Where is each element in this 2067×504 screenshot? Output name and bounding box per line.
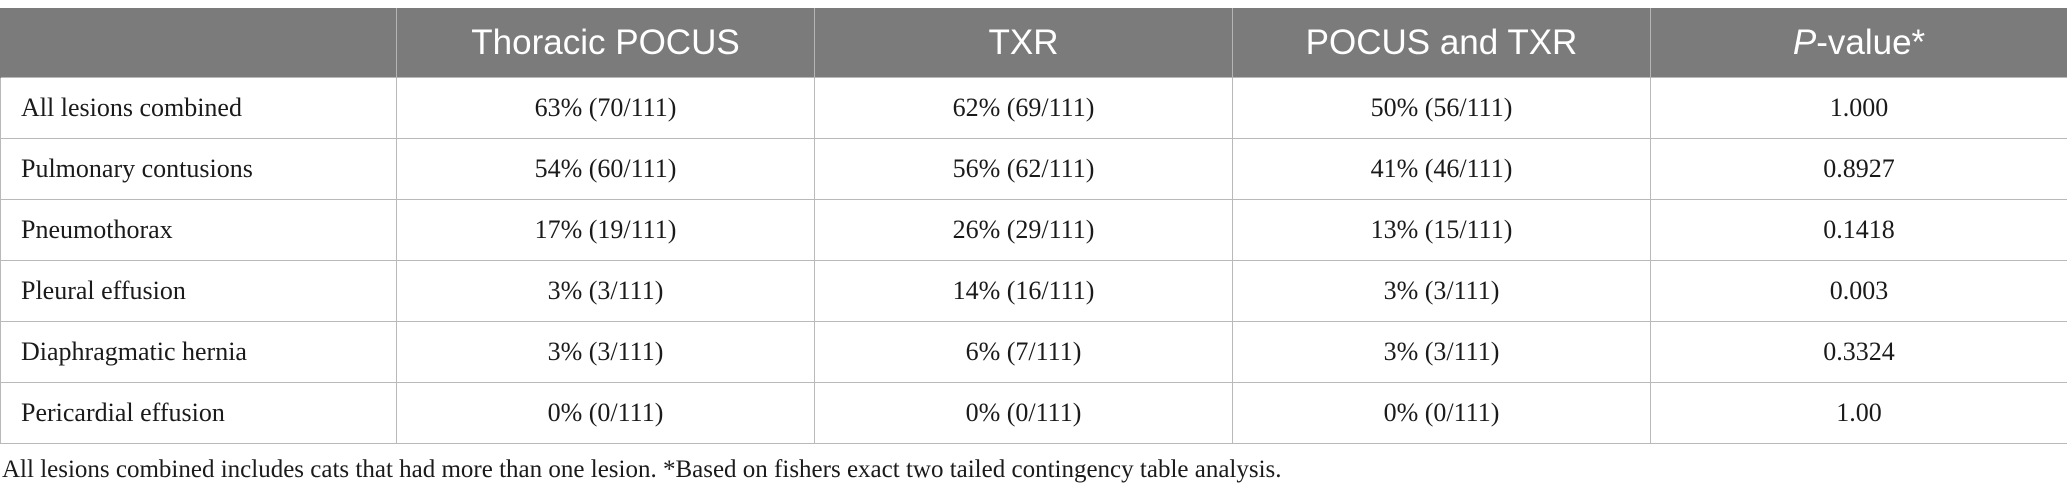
cell-txr: 56% (62/111) — [814, 138, 1233, 200]
row-label: Diaphragmatic hernia — [0, 321, 397, 383]
cell-thoracic-pocus: 3% (3/111) — [396, 260, 815, 322]
cell-pocus-and-txr: 50% (56/111) — [1232, 77, 1651, 139]
cell-pocus-and-txr: 3% (3/111) — [1232, 321, 1651, 383]
cell-pocus-and-txr: 13% (15/111) — [1232, 199, 1651, 261]
table-body: All lesions combined 63% (70/111) 62% (6… — [0, 77, 2067, 444]
cell-thoracic-pocus: 0% (0/111) — [396, 382, 815, 444]
results-table-container: Thoracic POCUS TXR POCUS and TXR P-value… — [0, 8, 2067, 444]
header-cell-p-value: P-value* — [1650, 8, 2067, 78]
cell-thoracic-pocus: 63% (70/111) — [396, 77, 815, 139]
cell-pocus-and-txr: 0% (0/111) — [1232, 382, 1651, 444]
header-cell-txr: TXR — [814, 8, 1233, 78]
cell-pocus-and-txr: 41% (46/111) — [1232, 138, 1651, 200]
cell-p-value: 0.3324 — [1650, 321, 2067, 383]
table-header: Thoracic POCUS TXR POCUS and TXR P-value… — [0, 8, 2067, 78]
p-value-label-rest: -value* — [1816, 22, 1926, 62]
cell-pocus-and-txr: 3% (3/111) — [1232, 260, 1651, 322]
cell-p-value: 0.1418 — [1650, 199, 2067, 261]
cell-p-value: 1.00 — [1650, 382, 2067, 444]
row-label: Pleural effusion — [0, 260, 397, 322]
cell-thoracic-pocus: 17% (19/111) — [396, 199, 815, 261]
table-row: Pulmonary contusions 54% (60/111) 56% (6… — [0, 138, 2067, 200]
cell-p-value: 0.8927 — [1650, 138, 2067, 200]
table-row: Diaphragmatic hernia 3% (3/111) 6% (7/11… — [0, 321, 2067, 383]
table-row: Pleural effusion 3% (3/111) 14% (16/111)… — [0, 260, 2067, 322]
lesion-detection-table: Thoracic POCUS TXR POCUS and TXR P-value… — [0, 8, 2067, 444]
row-label: All lesions combined — [0, 77, 397, 139]
header-cell-thoracic-pocus: Thoracic POCUS — [396, 8, 815, 78]
table-footnote: All lesions combined includes cats that … — [2, 456, 1282, 483]
cell-txr: 62% (69/111) — [814, 77, 1233, 139]
header-cell-pocus-and-txr: POCUS and TXR — [1232, 8, 1651, 78]
header-row: Thoracic POCUS TXR POCUS and TXR P-value… — [0, 8, 2067, 78]
cell-txr: 6% (7/111) — [814, 321, 1233, 383]
row-label: Pneumothorax — [0, 199, 397, 261]
cell-txr: 26% (29/111) — [814, 199, 1233, 261]
cell-p-value: 0.003 — [1650, 260, 2067, 322]
table-row: Pneumothorax 17% (19/111) 26% (29/111) 1… — [0, 199, 2067, 261]
header-cell-lesion — [0, 8, 397, 78]
row-label: Pericardial effusion — [0, 382, 397, 444]
cell-thoracic-pocus: 3% (3/111) — [396, 321, 815, 383]
table-row: Pericardial effusion 0% (0/111) 0% (0/11… — [0, 382, 2067, 444]
cell-txr: 0% (0/111) — [814, 382, 1233, 444]
cell-txr: 14% (16/111) — [814, 260, 1233, 322]
row-label: Pulmonary contusions — [0, 138, 397, 200]
p-value-italic-label: P — [1792, 22, 1817, 62]
cell-thoracic-pocus: 54% (60/111) — [396, 138, 815, 200]
table-row: All lesions combined 63% (70/111) 62% (6… — [0, 77, 2067, 139]
cell-p-value: 1.000 — [1650, 77, 2067, 139]
